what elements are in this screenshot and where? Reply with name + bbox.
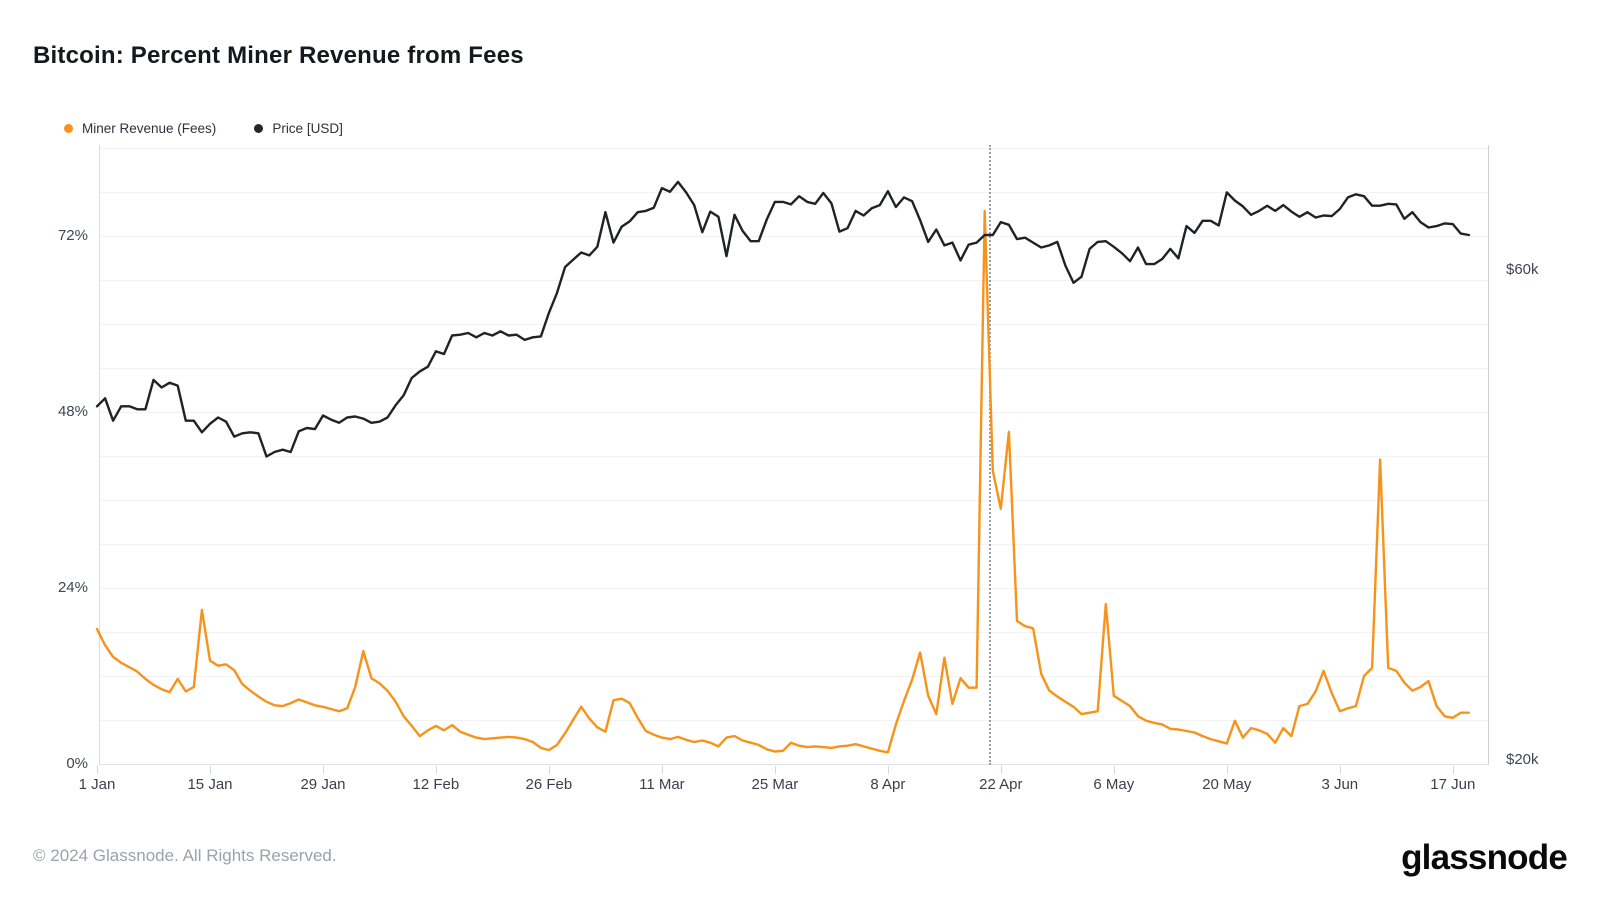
x-axis-tick: [1113, 766, 1115, 774]
y-axis-label-left: 0%: [66, 755, 88, 772]
x-axis-tick: [210, 766, 211, 774]
y-axis-label-left: 24%: [57, 579, 88, 596]
gridline: [99, 456, 1489, 457]
dotted-vertical-marker: [988, 145, 991, 765]
y-axis-label-left: 72%: [57, 227, 88, 245]
gridline: [99, 324, 1489, 325]
y-axis-label-right: $60k: [1506, 260, 1539, 278]
x-axis-label: 17 Jun: [1430, 776, 1476, 793]
x-axis-tick: [1000, 766, 1002, 774]
legend-label: Miner Revenue (Fees): [82, 121, 217, 136]
price-usd-line: [95, 180, 1471, 458]
legend-label: Price [USD]: [272, 121, 343, 136]
x-axis-label: 1 Jan: [78, 776, 116, 793]
x-axis-label: 20 May: [1202, 776, 1252, 793]
page-title: Bitcoin: Percent Miner Revenue from Fees: [33, 42, 524, 69]
y-axis-label-left: 48%: [57, 403, 88, 421]
legend-item-price[interactable]: Price [USD]: [254, 121, 343, 136]
gridline: [99, 588, 1489, 589]
gridline: [99, 720, 1489, 721]
x-axis-label: 3 Jun: [1321, 776, 1359, 793]
y-axis-label-right: $20k: [1506, 751, 1539, 768]
x-axis-label: 6 May: [1093, 776, 1135, 793]
x-axis-label: 25 Mar: [751, 776, 799, 793]
x-axis-tick: [1226, 766, 1228, 774]
x-axis-tick: [1339, 766, 1341, 774]
glassnode-logo: glassnode: [1401, 838, 1568, 877]
x-axis-tick: [1452, 766, 1454, 774]
x-axis-label: 8 Apr: [870, 776, 906, 793]
gridline: [99, 412, 1489, 413]
x-axis-label: 12 Feb: [412, 776, 460, 793]
gridline: [99, 500, 1489, 501]
plot-area[interactable]: [99, 145, 1489, 765]
gridline: [99, 544, 1489, 545]
gridline: [99, 280, 1489, 281]
x-axis-label: 22 Apr: [979, 776, 1023, 793]
legend-dot-icon: [254, 124, 264, 133]
x-axis-tick: [97, 766, 98, 774]
gridline: [99, 676, 1489, 677]
x-axis-tick: [323, 766, 324, 774]
x-axis-label: 15 Jan: [187, 776, 233, 793]
x-axis-tick: [661, 766, 663, 774]
x-axis-tick: [548, 766, 550, 774]
gridline: [99, 148, 1489, 149]
x-axis-tick: [435, 766, 437, 774]
chart-legend: Miner Revenue (Fees) Price [USD]: [64, 121, 343, 136]
x-axis-label: 11 Mar: [639, 776, 685, 793]
miner-revenue-fees-line: [95, 209, 1471, 754]
x-axis-tick: [774, 766, 776, 774]
x-axis-tick: [887, 766, 889, 774]
legend-dot-icon: [64, 124, 73, 133]
gridline: [99, 632, 1489, 633]
gridline: [99, 192, 1489, 193]
x-axis-label: 29 Jan: [300, 776, 346, 793]
x-axis-label: 26 Feb: [525, 776, 573, 793]
legend-item-fees[interactable]: Miner Revenue (Fees): [64, 121, 216, 136]
gridline: [99, 368, 1489, 369]
copyright-text: © 2024 Glassnode. All Rights Reserved.: [33, 846, 337, 865]
gridline: [99, 236, 1489, 237]
